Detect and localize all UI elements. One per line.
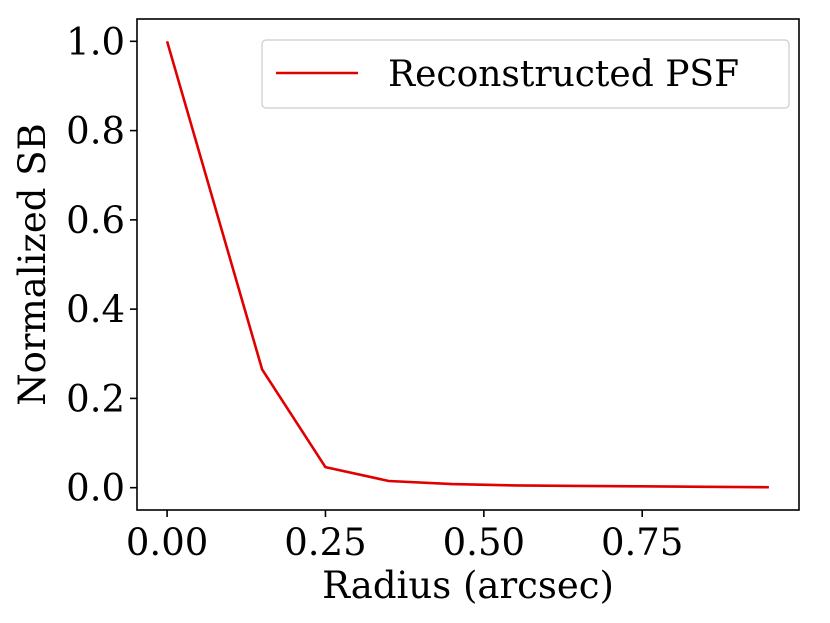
x-tick-label: 0.50 (443, 521, 525, 564)
y-tick-label: 0.0 (66, 467, 125, 510)
y-tick-label: 0.2 (66, 377, 125, 420)
y-axis-ticks: 0.0 0.2 0.4 0.6 0.8 1.0 (66, 20, 137, 510)
x-axis-label: Radius (arcsec) (322, 564, 614, 607)
x-tick-label: 0.25 (284, 521, 366, 564)
legend-box (261, 39, 790, 109)
x-axis-ticks: 0.00 0.25 0.50 0.75 (126, 510, 683, 564)
y-tick-label: 1.0 (66, 20, 125, 63)
series-line-reconstructed-psf (165, 40, 769, 489)
y-tick-label: 0.8 (66, 110, 125, 153)
y-tick-label: 0.6 (66, 199, 125, 242)
x-tick-label: 0.75 (601, 521, 683, 564)
legend: Reconstructed PSF (261, 39, 790, 109)
series-layer (165, 40, 769, 489)
legend-label-reconstructed-psf: Reconstructed PSF (388, 54, 739, 95)
x-tick-label: 0.00 (126, 521, 208, 564)
y-tick-label: 0.4 (66, 288, 125, 331)
y-axis-label: Normalized SB (11, 123, 54, 406)
plot-frame (136, 18, 800, 511)
